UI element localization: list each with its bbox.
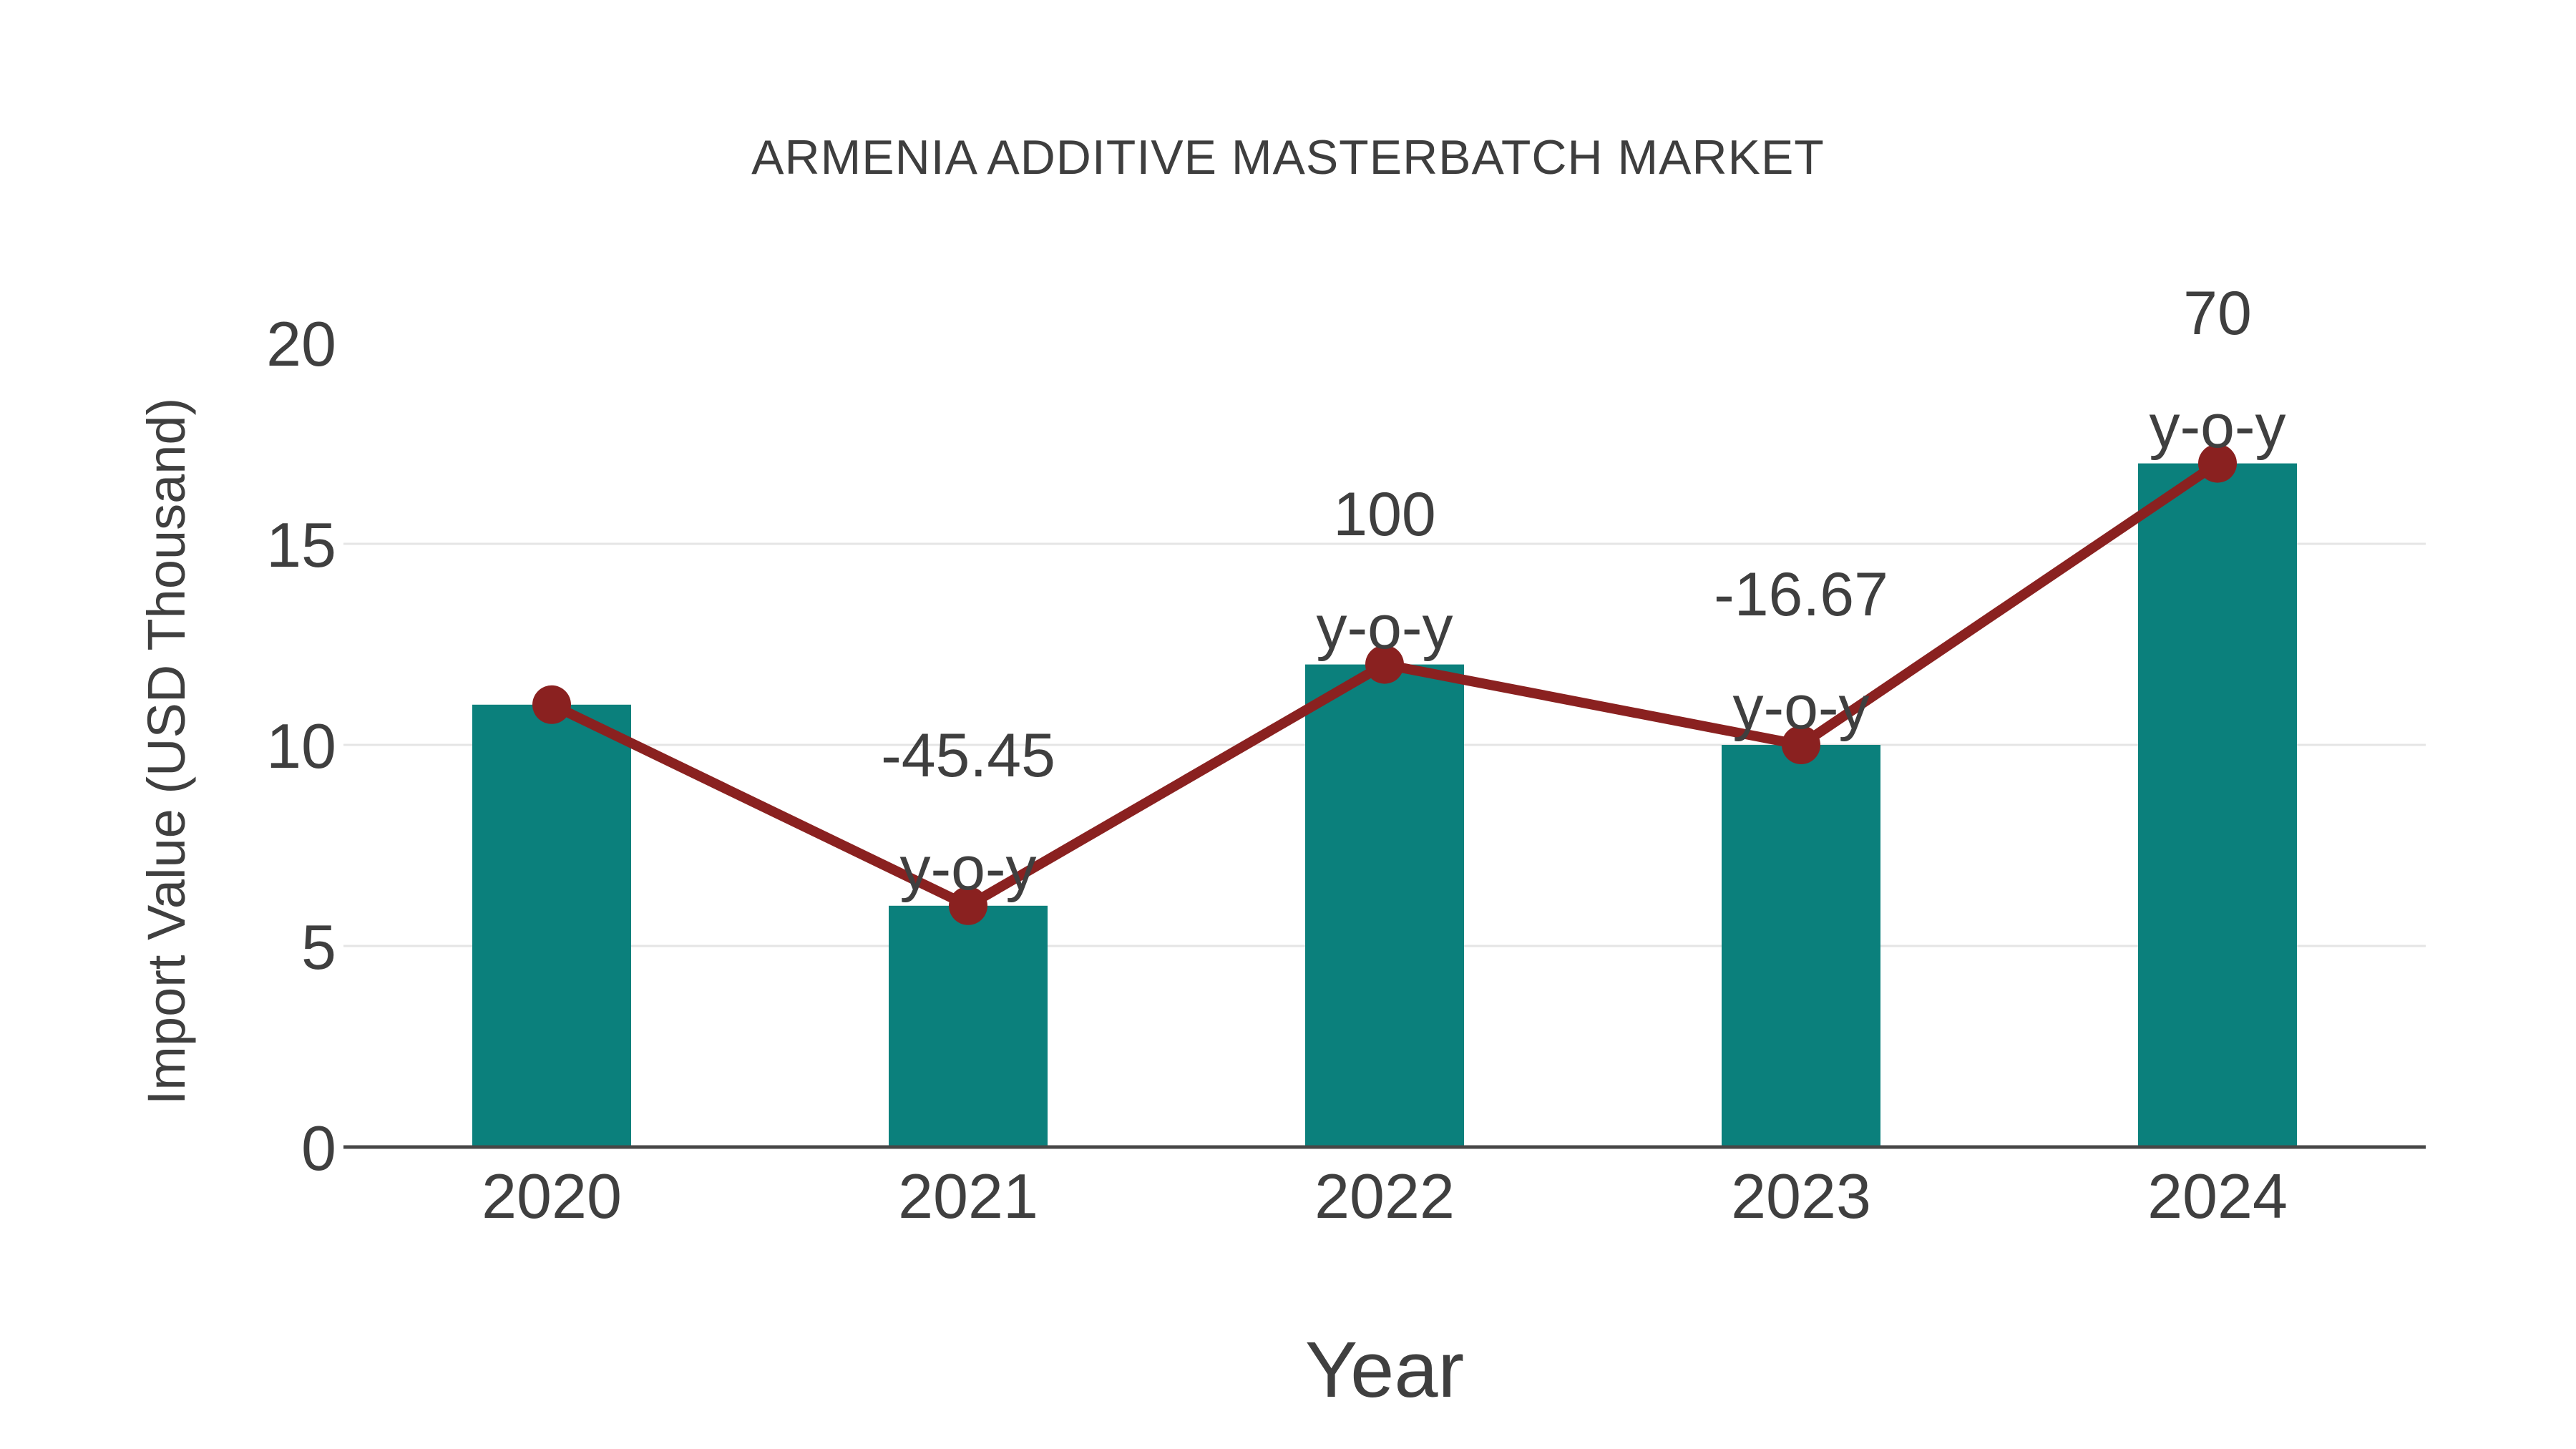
bar-2023 [1722, 745, 1880, 1147]
y-tick-5: 5 [301, 912, 336, 982]
bar-2020 [472, 704, 631, 1147]
bar-2024 [2138, 463, 2297, 1147]
yoy-suffix-2024: y-o-y [2149, 391, 2286, 461]
x-tick-2022: 2022 [1314, 1161, 1455, 1231]
data-point-2024 [2198, 444, 2237, 483]
chart-title: ARMENIA ADDITIVE MASTERBATCH MARKET [751, 130, 1825, 185]
yoy-suffix-2023: y-o-y [1732, 673, 1870, 742]
yoy-value-2024: 70 [2183, 278, 2252, 348]
bar-2021 [889, 905, 1048, 1147]
x-tick-2023: 2023 [1731, 1161, 1871, 1231]
yoy-suffix-2021: y-o-y [899, 834, 1037, 903]
yoy-suffix-2022: y-o-y [1316, 592, 1453, 662]
x-tick-2024: 2024 [2147, 1161, 2288, 1231]
y-tick-0: 0 [301, 1113, 336, 1184]
yoy-value-2023: -16.67 [1714, 560, 1888, 629]
x-axis-title: Year [1304, 1326, 1465, 1414]
yoy-value-2022: 100 [1333, 479, 1436, 549]
y-tick-10: 10 [266, 711, 336, 781]
x-tick-2021: 2021 [898, 1161, 1038, 1231]
yoy-value-2021: -45.45 [881, 721, 1055, 790]
data-point-2020 [532, 685, 571, 724]
data-point-2023 [1782, 726, 1820, 764]
bar-2022 [1305, 664, 1464, 1147]
data-point-2022 [1365, 645, 1404, 684]
y-tick-15: 15 [266, 509, 336, 580]
data-point-2021 [949, 886, 987, 925]
y-tick-20: 20 [266, 308, 336, 379]
x-tick-2020: 2020 [482, 1161, 622, 1231]
